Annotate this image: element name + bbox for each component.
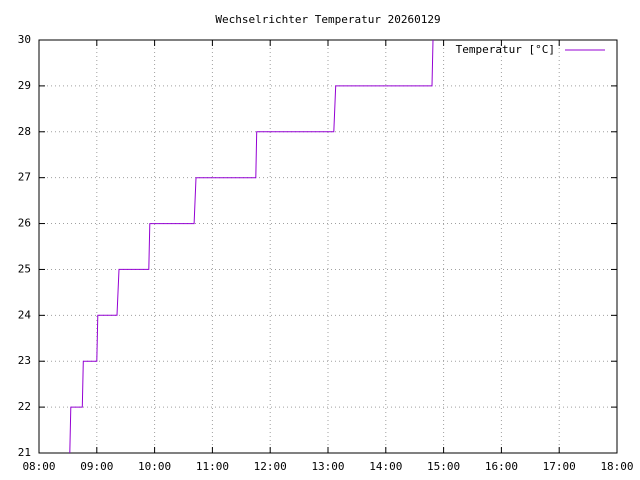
y-tick-label: 25	[18, 262, 31, 275]
y-tick-label: 22	[18, 400, 31, 413]
y-tick-label: 21	[18, 446, 31, 459]
x-tick-label: 14:00	[369, 460, 402, 473]
chart-title: Wechselrichter Temperatur 20260129	[215, 13, 440, 26]
x-tick-label: 17:00	[543, 460, 576, 473]
data-line	[69, 39, 434, 454]
y-tick-label: 23	[18, 354, 31, 367]
x-tick-label: 11:00	[196, 460, 229, 473]
x-tick-label: 08:00	[22, 460, 55, 473]
y-tick-label: 28	[18, 125, 31, 138]
y-tick-label: 26	[18, 217, 31, 230]
x-tick-label: 09:00	[80, 460, 113, 473]
plot-frame	[38, 39, 618, 454]
y-tick-label: 24	[18, 308, 32, 321]
y-tick-label: 29	[18, 79, 31, 92]
legend-label: Temperatur [°C]	[456, 43, 555, 56]
y-tick-label: 27	[18, 171, 31, 184]
x-tick-label: 13:00	[311, 460, 344, 473]
x-tick-label: 16:00	[485, 460, 518, 473]
x-tick-label: 15:00	[427, 460, 460, 473]
x-tick-label: 10:00	[138, 460, 171, 473]
x-tick-label: 12:00	[254, 460, 287, 473]
y-tick-label: 30	[18, 33, 31, 46]
x-tick-label: 18:00	[600, 460, 633, 473]
